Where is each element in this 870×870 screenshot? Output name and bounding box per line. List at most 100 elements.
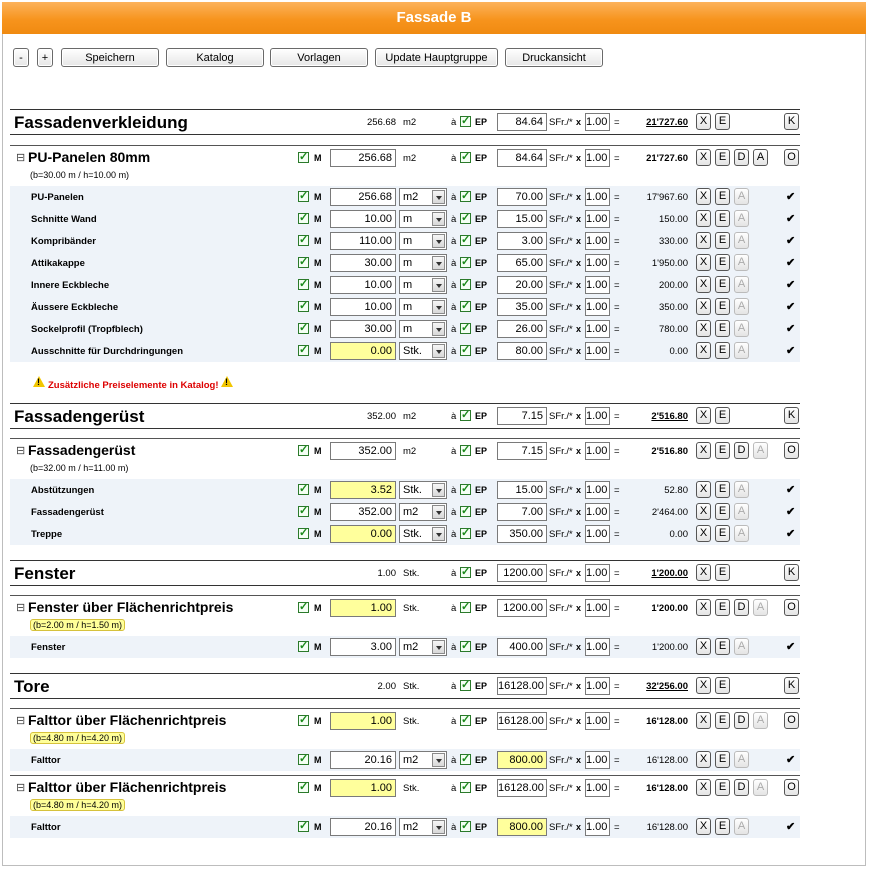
item-price-input[interactable]: 400.00	[497, 638, 547, 656]
chevron-down-icon[interactable]	[432, 753, 445, 767]
group-factor-input[interactable]: 1.00	[585, 712, 610, 730]
delete-button[interactable]: X	[696, 149, 711, 166]
group-factor-input[interactable]: 1.00	[585, 599, 610, 617]
edit-button[interactable]: E	[715, 254, 730, 271]
ep-checkbox[interactable]	[460, 233, 471, 246]
chevron-down-icon[interactable]	[432, 234, 445, 248]
ep-checkbox[interactable]	[460, 639, 471, 652]
m-checkbox[interactable]	[298, 343, 309, 356]
ep-checkbox[interactable]	[460, 600, 471, 613]
item-qty-input[interactable]: 0.00	[330, 525, 396, 543]
chevron-down-icon[interactable]	[432, 344, 445, 358]
edit-button[interactable]: E	[715, 276, 730, 293]
chevron-down-icon[interactable]	[432, 820, 445, 834]
ep-checkbox[interactable]	[460, 408, 471, 421]
item-factor-input[interactable]: 1.00	[585, 525, 610, 543]
item-qty-input[interactable]: 20.16	[330, 818, 396, 836]
item-price-input[interactable]: 26.00	[497, 320, 547, 338]
delete-button[interactable]: X	[696, 407, 711, 424]
item-unit-select[interactable]: Stk.	[399, 342, 447, 360]
group-price-input[interactable]: 1200.00	[497, 599, 547, 617]
group-qty-input[interactable]: 256.68	[330, 149, 396, 167]
item-unit-select[interactable]: m2	[399, 188, 447, 206]
item-unit-select[interactable]: m	[399, 210, 447, 228]
delete-button[interactable]: X	[696, 564, 711, 581]
edit-button[interactable]: E	[715, 210, 730, 227]
item-qty-input[interactable]: 20.16	[330, 751, 396, 769]
item-qty-input[interactable]: 30.00	[330, 320, 396, 338]
delete-button[interactable]: X	[696, 276, 711, 293]
expand-all-button[interactable]: +	[37, 48, 53, 67]
catalog-k-button[interactable]: K	[784, 407, 799, 424]
a-button[interactable]: A	[753, 149, 768, 166]
item-unit-select[interactable]: m	[399, 298, 447, 316]
m-checkbox[interactable]	[298, 600, 309, 613]
delete-button[interactable]: X	[696, 232, 711, 249]
item-unit-select[interactable]: Stk.	[399, 481, 447, 499]
m-checkbox[interactable]	[298, 504, 309, 517]
group-qty-input[interactable]: 1.00	[330, 599, 396, 617]
item-qty-input[interactable]: 256.68	[330, 188, 396, 206]
item-factor-input[interactable]: 1.00	[585, 818, 610, 836]
delete-button[interactable]: X	[696, 525, 711, 542]
chevron-down-icon[interactable]	[432, 322, 445, 336]
item-factor-input[interactable]: 1.00	[585, 320, 610, 338]
delete-button[interactable]: X	[696, 320, 711, 337]
edit-button[interactable]: E	[715, 677, 730, 694]
chevron-down-icon[interactable]	[432, 278, 445, 292]
edit-button[interactable]: E	[715, 442, 730, 459]
item-unit-select[interactable]: m	[399, 320, 447, 338]
ep-checkbox[interactable]	[460, 299, 471, 312]
ep-checkbox[interactable]	[460, 255, 471, 268]
item-unit-select[interactable]: m2	[399, 751, 447, 769]
chevron-down-icon[interactable]	[432, 190, 445, 204]
edit-button[interactable]: E	[715, 149, 730, 166]
chevron-down-icon[interactable]	[432, 505, 445, 519]
delete-button[interactable]: X	[696, 751, 711, 768]
edit-button[interactable]: E	[715, 818, 730, 835]
edit-button[interactable]: E	[715, 320, 730, 337]
item-unit-select[interactable]: m2	[399, 638, 447, 656]
ep-checkbox[interactable]	[460, 211, 471, 224]
group-qty-input[interactable]: 1.00	[330, 712, 396, 730]
duplicate-button[interactable]: D	[734, 779, 749, 796]
ep-checkbox[interactable]	[460, 277, 471, 290]
item-price-input[interactable]: 15.00	[497, 481, 547, 499]
catalog-button[interactable]: Katalog	[166, 48, 264, 67]
edit-button[interactable]: E	[715, 188, 730, 205]
duplicate-button[interactable]: D	[734, 599, 749, 616]
duplicate-button[interactable]: D	[734, 442, 749, 459]
delete-button[interactable]: X	[696, 188, 711, 205]
chevron-down-icon[interactable]	[432, 640, 445, 654]
item-factor-input[interactable]: 1.00	[585, 481, 610, 499]
ep-checkbox[interactable]	[460, 482, 471, 495]
section-price-input[interactable]: 7.15	[497, 407, 547, 425]
item-factor-input[interactable]: 1.00	[585, 188, 610, 206]
catalog-k-button[interactable]: K	[784, 677, 799, 694]
item-price-input[interactable]: 7.00	[497, 503, 547, 521]
delete-button[interactable]: X	[696, 254, 711, 271]
section-price-input[interactable]: 84.64	[497, 113, 547, 131]
item-unit-select[interactable]: Stk.	[399, 525, 447, 543]
m-checkbox[interactable]	[298, 780, 309, 793]
item-qty-input[interactable]: 30.00	[330, 254, 396, 272]
item-price-input[interactable]: 800.00	[497, 818, 547, 836]
m-checkbox[interactable]	[298, 526, 309, 539]
delete-button[interactable]: X	[696, 712, 711, 729]
chevron-down-icon[interactable]	[432, 212, 445, 226]
item-factor-input[interactable]: 1.00	[585, 342, 610, 360]
item-unit-select[interactable]: m2	[399, 818, 447, 836]
item-price-input[interactable]: 800.00	[497, 751, 547, 769]
item-price-input[interactable]: 35.00	[497, 298, 547, 316]
item-price-input[interactable]: 20.00	[497, 276, 547, 294]
item-price-input[interactable]: 350.00	[497, 525, 547, 543]
group-price-input[interactable]: 7.15	[497, 442, 547, 460]
item-qty-input[interactable]: 3.00	[330, 638, 396, 656]
ep-checkbox[interactable]	[460, 504, 471, 517]
ep-checkbox[interactable]	[460, 780, 471, 793]
edit-button[interactable]: E	[715, 503, 730, 520]
collapse-icon[interactable]: ⊟	[16, 152, 26, 164]
edit-button[interactable]: E	[715, 407, 730, 424]
m-checkbox[interactable]	[298, 233, 309, 246]
item-qty-input[interactable]: 10.00	[330, 276, 396, 294]
